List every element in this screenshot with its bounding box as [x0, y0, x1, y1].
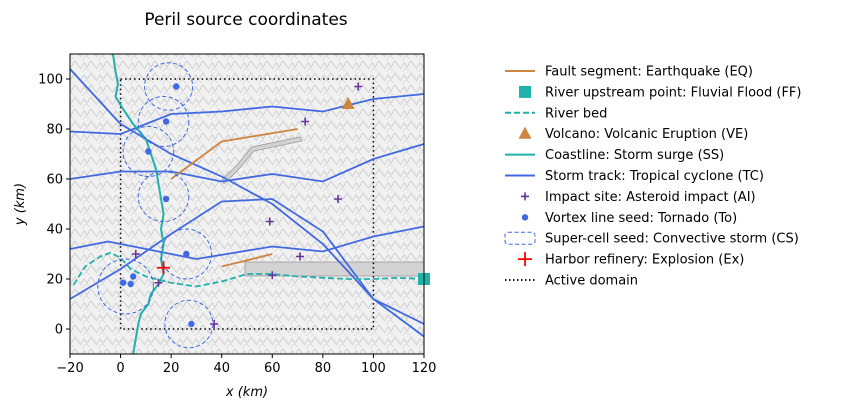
- x-tick-label: 40: [213, 361, 230, 376]
- x-tick-label: 0: [116, 361, 124, 376]
- asteroid-impact-2: [301, 117, 310, 126]
- x-tick-label: 80: [315, 361, 332, 376]
- chart-title: Peril source coordinates: [144, 10, 347, 30]
- supercell-circle-2: [137, 96, 190, 147]
- supercell-circle-5: [160, 228, 213, 280]
- storm-track-5: [70, 198, 424, 338]
- y-tick-label: 100: [38, 73, 63, 88]
- legend-item-9: Super-cell seed: Convective storm (CS): [504, 231, 799, 247]
- storm-track-2: [70, 93, 424, 135]
- legend-label: River bed: [545, 106, 607, 121]
- legend-item-8: Vortex line seed: Tornado (To): [521, 211, 737, 226]
- fault-segment-2: [221, 253, 273, 268]
- supercell-circle-1: [144, 62, 194, 111]
- x-tick-label: 20: [163, 361, 180, 376]
- legend-item-7: Impact site: Asteroid impact (AI): [521, 190, 756, 205]
- terrain-background: [70, 54, 425, 354]
- x-axis-label: x (km): [225, 385, 268, 400]
- asteroid-impact-3: [334, 195, 343, 203]
- supercell-circle-3: [122, 126, 175, 177]
- legend-swatch-triangle: [518, 126, 532, 139]
- supercell-circle-4: [137, 171, 190, 222]
- legend-label: Impact site: Asteroid impact (AI): [545, 190, 756, 205]
- legend-item-11: Active domain: [505, 274, 638, 289]
- fault-segment-1: [170, 128, 298, 180]
- x-tick-label: 120: [412, 361, 437, 376]
- legend-label: Vortex line seed: Tornado (To): [545, 211, 737, 226]
- legend-swatch-square: [519, 85, 531, 98]
- asteroid-impact-7: [210, 320, 219, 328]
- y-tick-label: 20: [46, 273, 63, 288]
- storm-track-3: [70, 143, 424, 183]
- legend-item-2: River upstream point: Fluvial Flood (FF): [519, 85, 801, 100]
- legend-item-5: Coastline: Storm surge (SS): [505, 148, 724, 163]
- legend-item-10: Harbor refinery: Explosion (Ex): [518, 252, 744, 268]
- legend-label: River upstream point: Fluvial Flood (FF): [545, 85, 801, 100]
- tornado-point-2: [162, 118, 170, 125]
- supercell-circle-6: [97, 258, 154, 315]
- y-tick-label: 40: [46, 223, 63, 238]
- legend: Fault segment: Earthquake (EQ) River upst…: [504, 65, 801, 289]
- y-tick-label: 80: [46, 123, 63, 138]
- explosion-marker-1: [157, 261, 171, 275]
- legend-label: Coastline: Storm surge (SS): [545, 148, 724, 163]
- legend-label: Harbor refinery: Explosion (Ex): [545, 253, 744, 268]
- volcano-marker-1: [341, 97, 355, 109]
- asteroid-impact-8: [268, 271, 277, 280]
- legend-swatch-dot: [521, 214, 529, 221]
- storm-track-1: [70, 68, 424, 325]
- legend-item-4: Volcano: Volcanic Eruption (VE): [518, 126, 748, 142]
- tornado-point-4: [162, 195, 170, 203]
- x-tick-label: −20: [56, 361, 83, 376]
- legend-item-1: Fault segment: Earthquake (EQ): [505, 65, 753, 80]
- legend-item-6: Storm track: Tropical cyclone (TC): [505, 169, 764, 184]
- tornado-point-9: [188, 320, 195, 328]
- tornado-point-8: [127, 280, 134, 288]
- tornado-point-1: [173, 83, 180, 90]
- active-domain-rect: [119, 78, 375, 330]
- river-bed: [71, 251, 424, 288]
- tornado-point-5: [183, 250, 190, 258]
- y-tick-label: 60: [46, 173, 63, 188]
- legend-label: Volcano: Volcanic Eruption (VE): [545, 127, 748, 142]
- asteroid-impact-6: [131, 250, 140, 258]
- legend-item-3: River bed: [505, 106, 607, 121]
- legend-label: Fault segment: Earthquake (EQ): [545, 65, 753, 80]
- y-axis-label: y (km): [13, 183, 28, 226]
- asteroid-impact-9: [154, 278, 163, 287]
- legend-swatch-big-plus: [518, 252, 532, 267]
- terrain-fill: [70, 54, 424, 354]
- y-tick-label: 0: [55, 323, 63, 338]
- tornado-point-3: [145, 148, 152, 155]
- asteroid-impact-4: [265, 217, 274, 226]
- legend-label: Super-cell seed: Convective storm (CS): [545, 232, 799, 247]
- asteroid-impact-1: [354, 82, 363, 91]
- legend-label: Storm track: Tropical cyclone (TC): [545, 169, 764, 184]
- tornado-point-7: [119, 279, 127, 286]
- plot-frame: [69, 53, 425, 355]
- tornado-point-6: [130, 273, 137, 280]
- x-tick-label: 60: [264, 361, 281, 376]
- asteroid-impact-5: [296, 252, 305, 261]
- x-tick-label: 100: [361, 361, 386, 376]
- legend-swatch-box: [504, 231, 536, 245]
- storm-track-4: [70, 225, 424, 260]
- legend-swatch-plus: [521, 192, 529, 201]
- coastline: [112, 54, 165, 354]
- legend-label: Active domain: [545, 274, 638, 289]
